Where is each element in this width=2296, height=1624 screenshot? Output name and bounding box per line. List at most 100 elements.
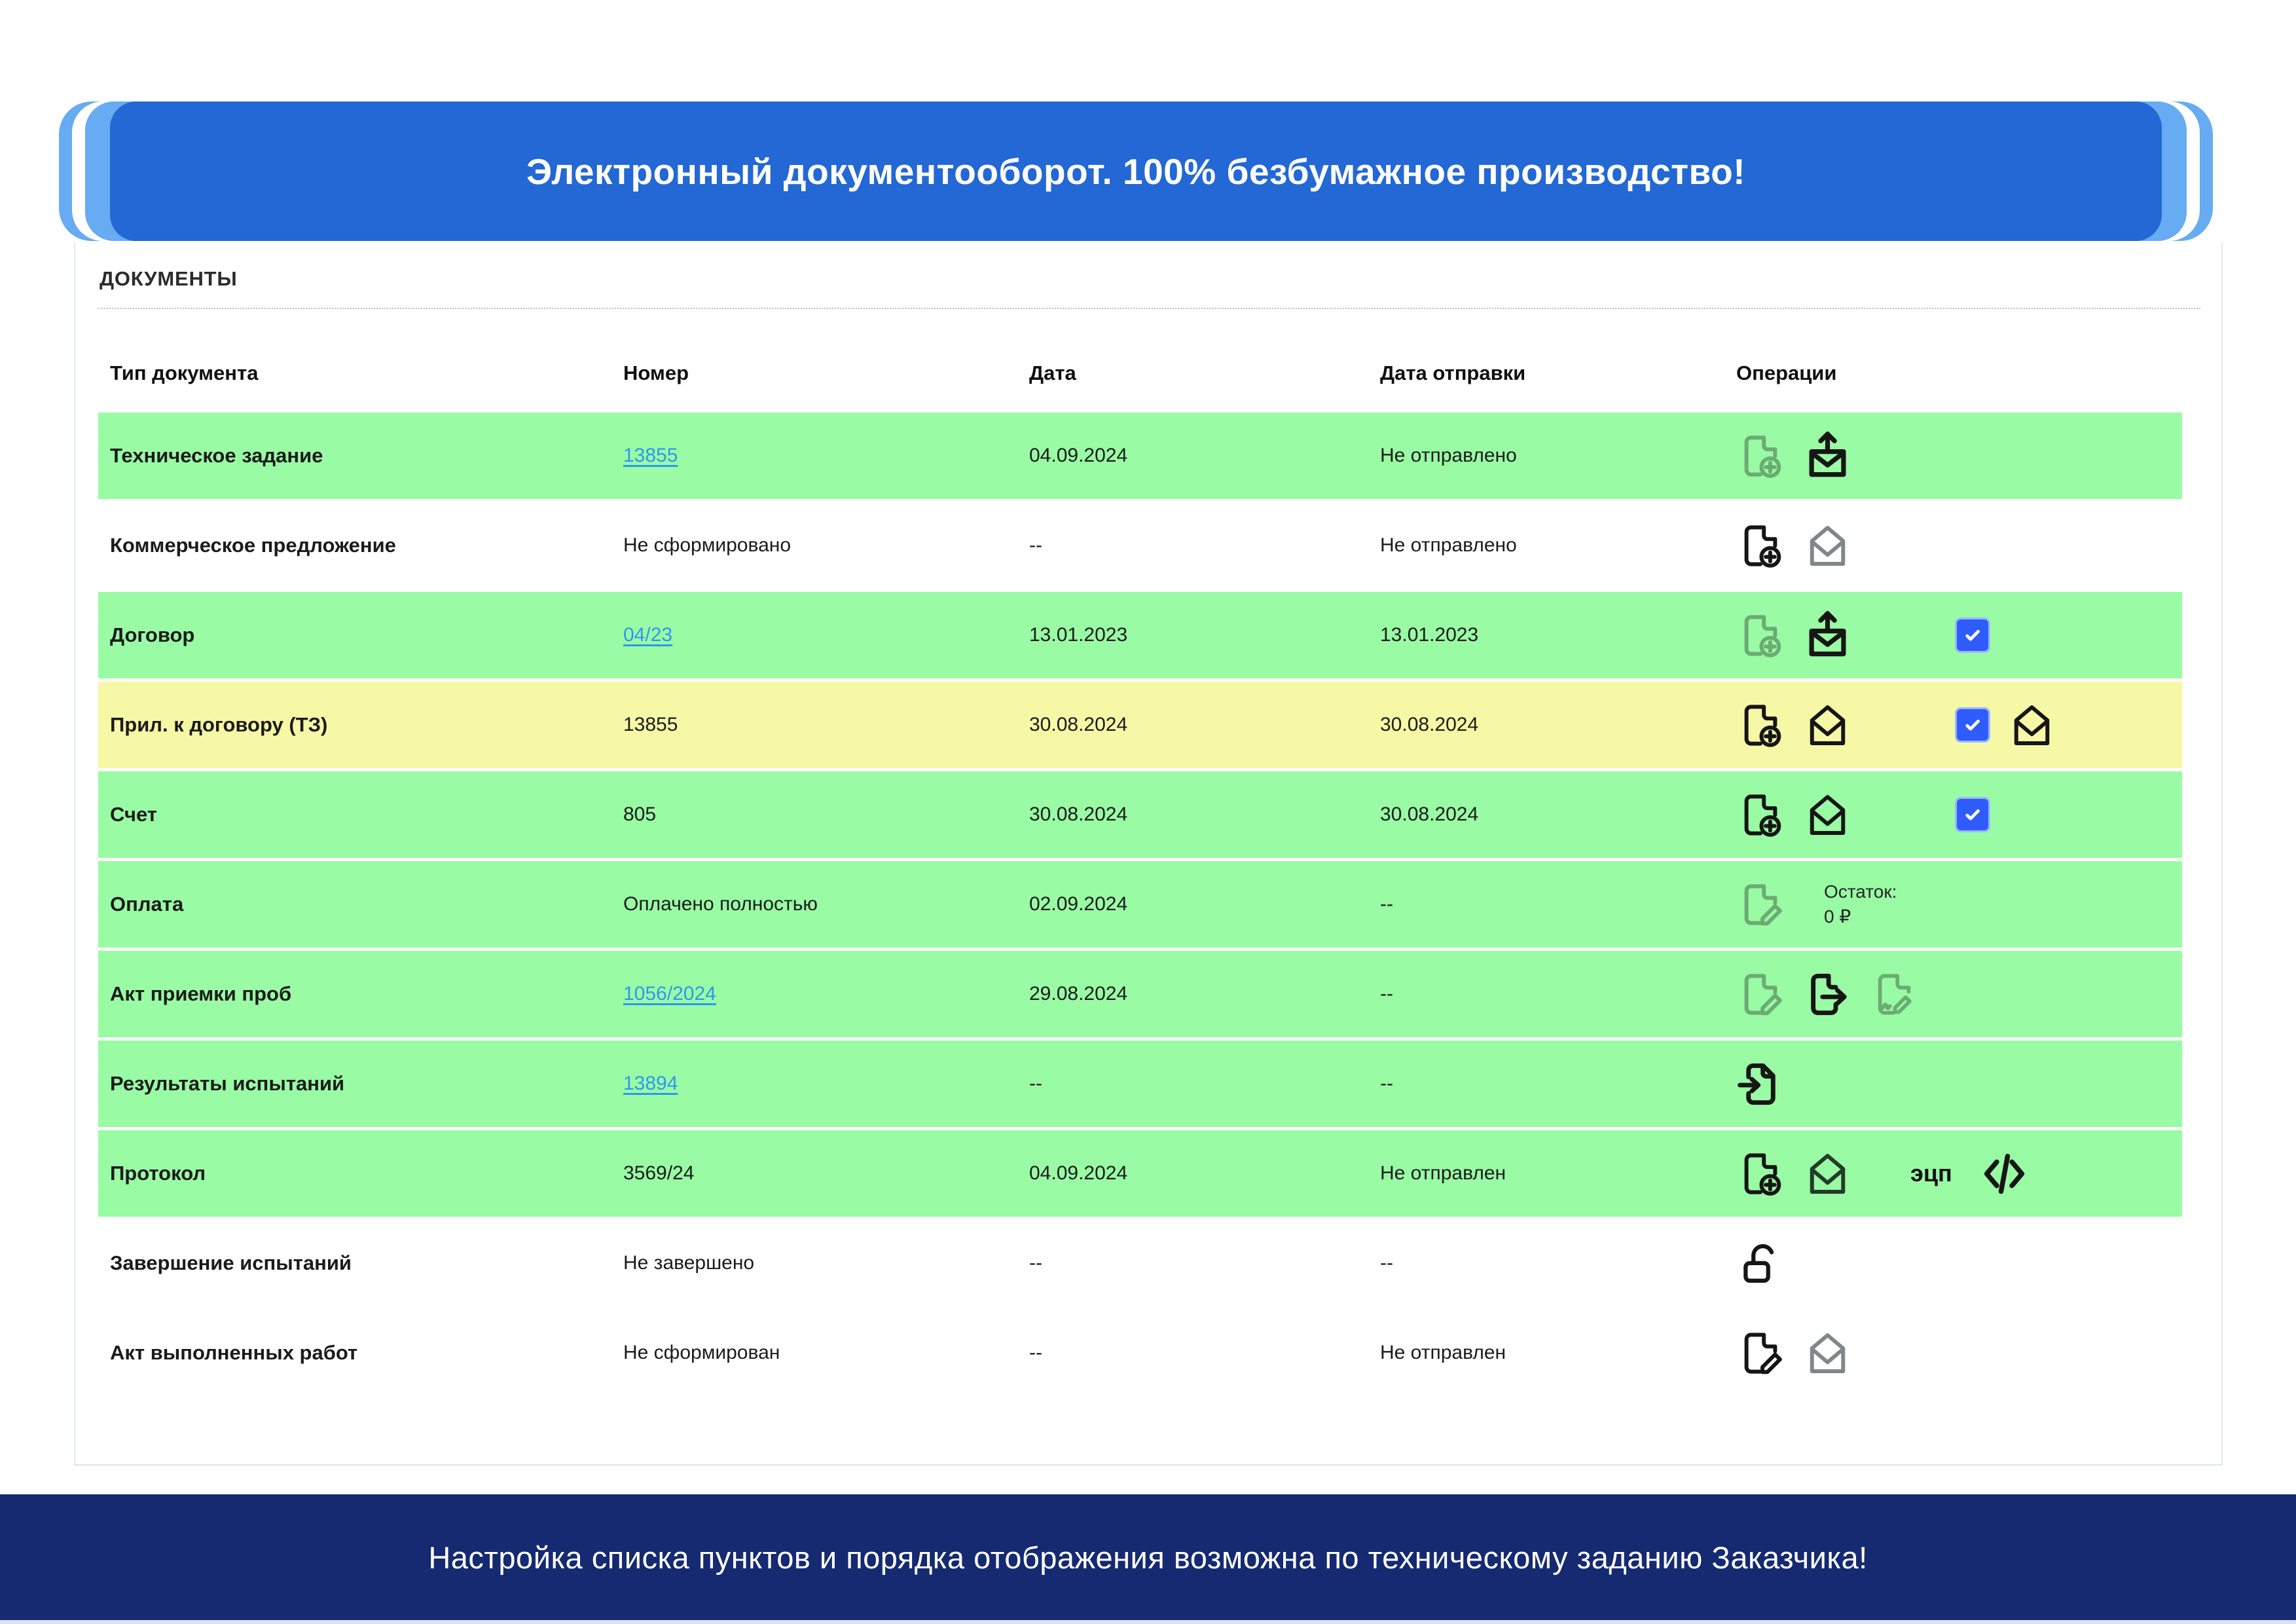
sent-date-cell: -- xyxy=(1380,1073,1393,1094)
file-plus-icon[interactable] xyxy=(1736,432,1785,481)
file-plus-icon[interactable] xyxy=(1736,521,1785,570)
doc-date-cell: 04.09.2024 xyxy=(1029,445,1128,466)
doc-date-cell: 04.09.2024 xyxy=(1029,1162,1128,1184)
file-edit-icon[interactable] xyxy=(1736,880,1785,929)
operations-cell xyxy=(1736,970,2182,1019)
table-row: Акт выполненных работ Не сформирован -- Не … xyxy=(98,1310,2182,1396)
banner-title: Электронный документооборот. 100% безбум… xyxy=(526,151,1746,192)
file-edit-icon[interactable] xyxy=(1736,1329,1785,1378)
doc-number-cell: 13855 xyxy=(623,714,678,735)
operations-cell xyxy=(1736,790,2182,840)
mail-upload-icon[interactable] xyxy=(1803,431,1852,481)
table-row: Прил. к договору (ТЗ) 13855 30.08.2024 30.0… xyxy=(98,682,2182,768)
table-body: Техническое задание 13855 04.09.2024 Не отп… xyxy=(98,413,2182,1396)
footer-text: Настройка списка пунктов и порядка отобр… xyxy=(428,1540,1868,1575)
doc-number-cell: Не сформирован xyxy=(623,1342,780,1363)
file-signature-icon[interactable] xyxy=(1870,970,1919,1019)
signed-checkbox[interactable] xyxy=(1955,707,1990,743)
file-import-icon[interactable] xyxy=(1736,1060,1785,1109)
operations-cell xyxy=(1736,1239,2182,1288)
doc-type-cell: Результаты испытаний xyxy=(110,1072,345,1095)
doc-date-cell: -- xyxy=(1029,1073,1042,1094)
sent-date-cell: Не отправлен xyxy=(1380,1162,1506,1184)
doc-number-cell: Не завершено xyxy=(623,1252,755,1274)
doc-number-cell: Оплачено полностью xyxy=(623,893,818,915)
mail-open-icon[interactable] xyxy=(1803,521,1852,570)
doc-number-cell: 13855 xyxy=(623,445,1029,467)
column-header: Дата отправки xyxy=(1380,361,1526,384)
signed-checkbox[interactable] xyxy=(1955,618,1990,653)
section-title: ДОКУМЕНТЫ xyxy=(100,267,238,290)
operations-cell xyxy=(1736,521,2182,570)
balance-note: Остаток: 0 ₽ xyxy=(1824,881,1897,927)
sent-date-cell: Не отправлено xyxy=(1380,445,1517,466)
file-edit-icon[interactable] xyxy=(1736,970,1785,1019)
doc-date-cell: -- xyxy=(1029,1342,1042,1363)
top-banner: Электронный документооборот. 100% безбум… xyxy=(59,101,2213,241)
mail-open-icon[interactable] xyxy=(1803,1149,1852,1198)
table-row: Оплата Оплачено полностью 02.09.2024 -- Оста… xyxy=(98,861,2182,948)
doc-number-cell: 04/23 xyxy=(623,624,1029,646)
sent-date-cell: -- xyxy=(1380,983,1393,1005)
code-icon[interactable] xyxy=(1980,1149,2029,1198)
table-header-row: Тип документа Номер Дата Дата отправки Опера… xyxy=(98,334,2182,413)
doc-number-link[interactable]: 13855 xyxy=(623,445,678,466)
doc-type-cell: Протокол xyxy=(110,1162,206,1185)
doc-type-cell: Счет xyxy=(110,803,157,826)
operations-cell xyxy=(1736,701,2182,750)
doc-type-cell: Акт выполненных работ xyxy=(110,1341,358,1364)
operations-cell xyxy=(1736,1060,2182,1109)
mail-open-icon[interactable] xyxy=(1803,701,1852,750)
file-plus-icon[interactable] xyxy=(1736,611,1785,660)
column-header: Номер xyxy=(623,361,689,384)
doc-date-cell: 02.09.2024 xyxy=(1029,893,1128,915)
file-plus-icon[interactable] xyxy=(1736,790,1785,840)
doc-number-cell: 3569/24 xyxy=(623,1162,695,1184)
column-header: Тип документа xyxy=(110,361,259,384)
doc-type-cell: Техническое задание xyxy=(110,444,323,467)
doc-date-cell: 30.08.2024 xyxy=(1029,714,1128,735)
table-row: Договор 04/23 13.01.2023 13.01.2023 xyxy=(98,592,2182,678)
table-row: Акт приемки проб 1056/2024 29.08.2024 -- xyxy=(98,951,2182,1037)
doc-number-link[interactable]: 1056/2024 xyxy=(623,983,716,1005)
section-divider xyxy=(98,308,2200,309)
doc-date-cell: -- xyxy=(1029,1252,1042,1274)
operations-cell: эцп xyxy=(1736,1149,2182,1198)
banner-core: Электронный документооборот. 100% безбум… xyxy=(110,101,2162,241)
signed-checkbox[interactable] xyxy=(1955,797,1990,832)
mail-open-icon[interactable] xyxy=(2007,701,2056,750)
operations-cell: Остаток: 0 ₽ xyxy=(1736,879,2182,929)
table-row: Техническое задание 13855 04.09.2024 Не отп… xyxy=(98,413,2182,499)
doc-number-link[interactable]: 04/23 xyxy=(623,624,673,646)
doc-type-cell: Договор xyxy=(110,623,195,646)
operations-cell xyxy=(1736,1329,2182,1378)
mail-open-icon[interactable] xyxy=(1803,1329,1852,1378)
doc-type-cell: Завершение испытаний xyxy=(110,1251,352,1274)
operations-cell xyxy=(1736,431,2182,481)
column-header: Операции xyxy=(1736,361,1837,384)
table-row: Завершение испытаний Не завершено -- -- xyxy=(98,1220,2182,1306)
doc-number-cell: 1056/2024 xyxy=(623,983,1029,1005)
table-row: Протокол 3569/24 04.09.2024 Не отправлен эцп xyxy=(98,1130,2182,1217)
column-header: Дата xyxy=(1029,361,1076,384)
footer-strip xyxy=(0,1620,2296,1624)
doc-number-cell: 805 xyxy=(623,803,657,825)
sent-date-cell: 30.08.2024 xyxy=(1380,714,1479,735)
sent-date-cell: Не отправлен xyxy=(1380,1342,1506,1363)
unlock-icon[interactable] xyxy=(1736,1239,1785,1288)
documents-table: Тип документа Номер Дата Дата отправки Опера… xyxy=(98,334,2182,1399)
doc-number-link[interactable]: 13894 xyxy=(623,1073,678,1094)
sent-date-cell: 30.08.2024 xyxy=(1380,803,1479,825)
operations-cell xyxy=(1736,610,2182,660)
file-plus-icon[interactable] xyxy=(1736,1149,1785,1198)
ecp-label[interactable]: эцп xyxy=(1910,1160,1952,1187)
file-export-icon[interactable] xyxy=(1803,970,1852,1019)
doc-date-cell: 30.08.2024 xyxy=(1029,803,1128,825)
doc-type-cell: Оплата xyxy=(110,893,184,915)
doc-date-cell: 13.01.2023 xyxy=(1029,624,1128,646)
mail-open-icon[interactable] xyxy=(1803,790,1852,840)
doc-date-cell: 29.08.2024 xyxy=(1029,983,1128,1005)
file-plus-icon[interactable] xyxy=(1736,701,1785,750)
table-row: Счет 805 30.08.2024 30.08.2024 xyxy=(98,771,2182,858)
mail-upload-icon[interactable] xyxy=(1803,610,1852,660)
